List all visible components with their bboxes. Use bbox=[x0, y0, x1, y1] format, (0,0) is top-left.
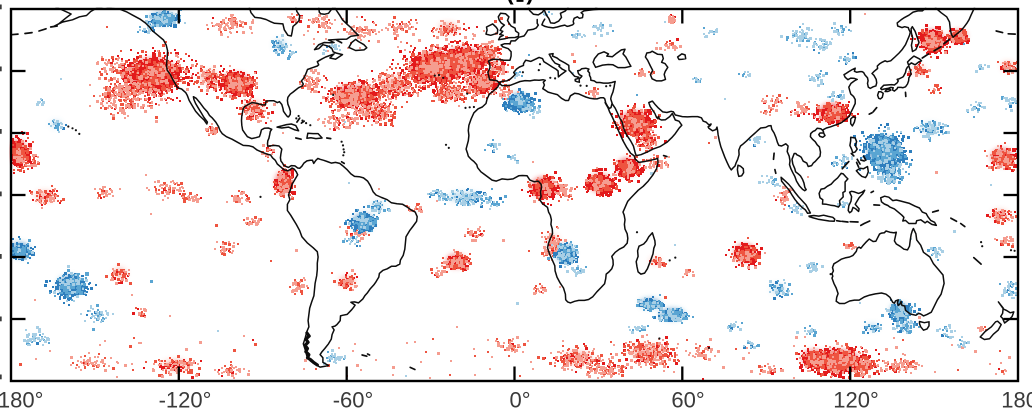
svg-text:-180°: -180° bbox=[0, 388, 43, 408]
svg-text:180°: 180° bbox=[1001, 388, 1032, 408]
svg-text:0°: 0° bbox=[509, 388, 530, 408]
svg-text:-60°: -60° bbox=[333, 388, 374, 408]
svg-text:120°: 120° bbox=[833, 388, 879, 408]
svg-text:60°: 60° bbox=[671, 388, 704, 408]
svg-text:(c): (c) bbox=[506, 0, 534, 5]
svg-text:-120°: -120° bbox=[159, 388, 212, 408]
